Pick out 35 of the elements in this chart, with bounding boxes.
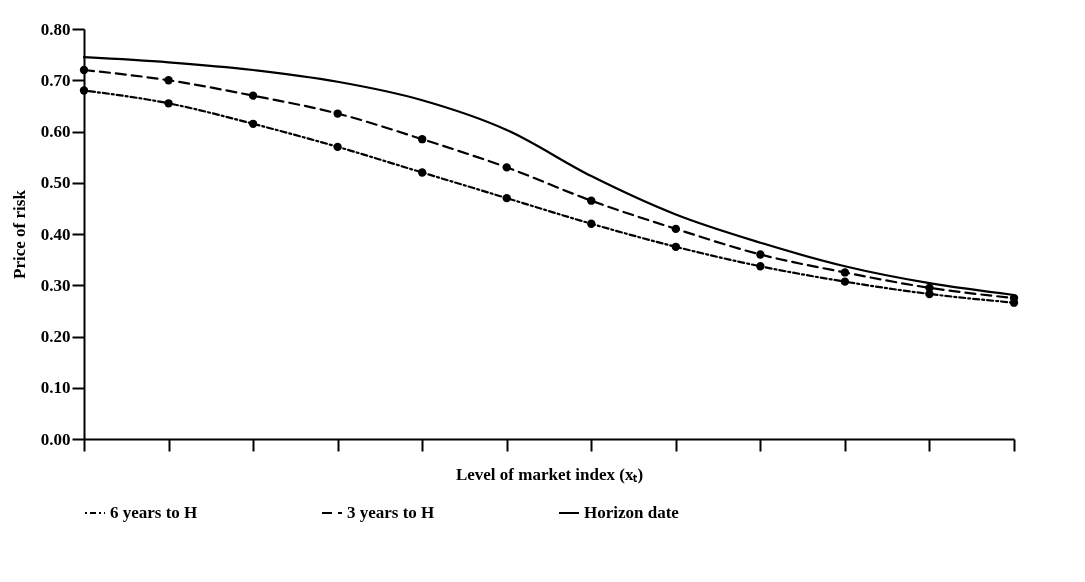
point [79,65,89,75]
x-axis-title: Level of market index (xₜ) [455,464,644,484]
y-tick-label: 0.70 [40,70,71,90]
point [418,168,427,177]
legend-label: 3 years to H [347,503,435,522]
legend-label: Horizon date [584,503,680,522]
point [671,242,680,251]
y-tick-label: 0.60 [40,122,71,141]
y-tick-label: 0.10 [40,378,71,398]
point [587,196,596,205]
point [925,283,934,292]
point [840,268,850,277]
point [671,224,680,234]
point [502,163,511,172]
y-tick-label: 0.00 [40,429,71,449]
y-axis-title: Price of risk [9,189,29,279]
point [248,91,258,100]
point [587,219,596,228]
y-tick-label: 0.20 [40,327,71,346]
point [756,250,765,259]
y-tick-label: 0.50 [40,173,71,193]
point [164,76,173,85]
point [840,277,850,286]
y-tick-label: 0.40 [40,224,71,244]
legend-label: 6 years to H [110,503,198,522]
point [756,262,765,271]
point [79,86,89,95]
point [164,99,173,108]
point [248,119,258,128]
point [333,109,342,118]
point [418,135,427,144]
y-tick-label: 0.80 [40,19,71,39]
point [502,193,511,203]
y-tick-label: 0.30 [40,275,71,295]
point [333,142,342,152]
